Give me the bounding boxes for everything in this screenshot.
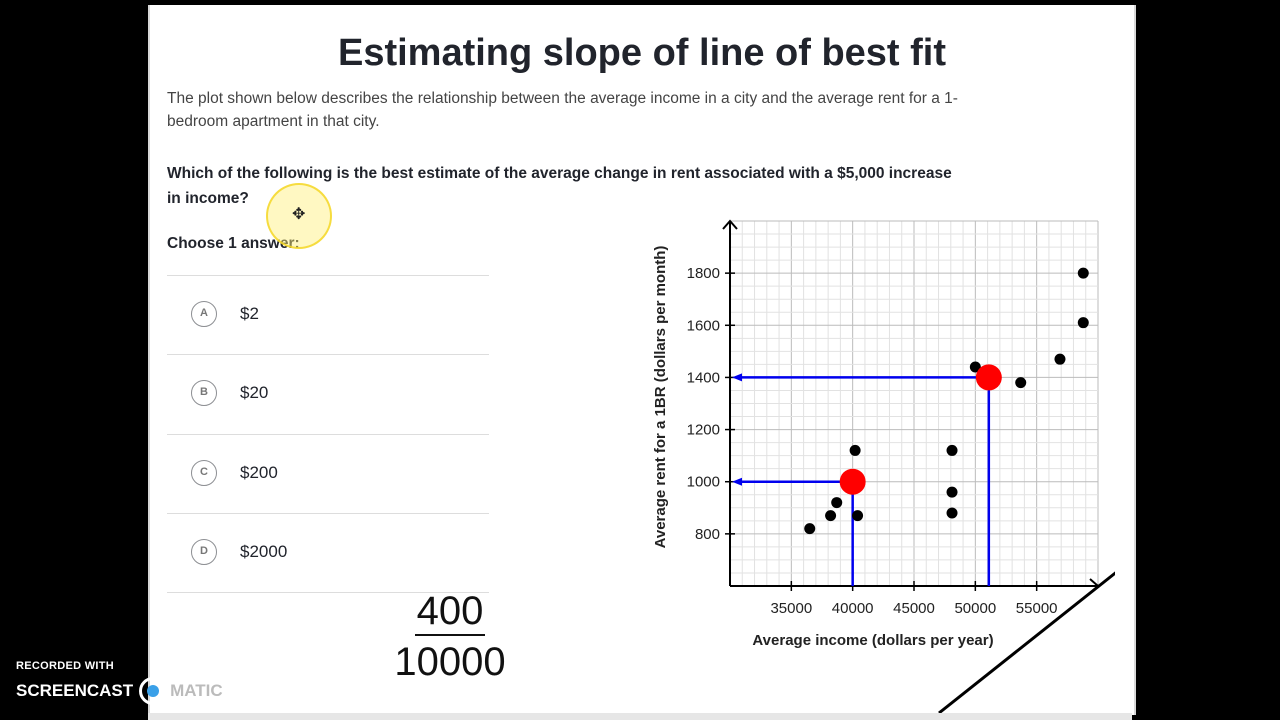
chart-ticks: 35000 40000 45000 50000 55000 800 1000 1200 1400…: [687, 265, 1058, 617]
x-tick-label: 35000: [770, 600, 812, 617]
choice-letter[interactable]: B: [191, 380, 217, 406]
data-point: [804, 523, 816, 535]
y-axis-arrow-icon: [722, 219, 738, 230]
guide-arrow-icon: [732, 373, 742, 382]
x-tick-label: 40000: [832, 600, 874, 617]
screencast-watermark: RECORDED WITH SCREENCAST MATIC: [16, 660, 223, 705]
y-tick-label: 1800: [687, 265, 720, 282]
choice-label: $20: [240, 383, 269, 402]
data-point: [1077, 267, 1089, 279]
choice-d[interactable]: D $2000: [167, 513, 489, 593]
recorded-with-label: RECORDED WITH: [16, 660, 115, 672]
x-tick-label: 55000: [1016, 600, 1058, 617]
chart-grid: [729, 220, 1099, 587]
data-point: [849, 444, 861, 456]
data-point: [1077, 317, 1089, 329]
choice-letter[interactable]: D: [191, 539, 217, 565]
problem-description: The plot shown below describes the relat…: [167, 90, 958, 130]
highlighted-point: [975, 364, 1002, 391]
data-points: [804, 267, 1089, 535]
data-point: [852, 510, 864, 522]
screencast-label: SCREENCAST: [16, 681, 134, 700]
move-cursor-icon: ✥: [292, 206, 306, 223]
data-point: [946, 486, 958, 498]
screencast-brand: SCREENCAST MATIC: [16, 677, 223, 705]
choice-label: $200: [240, 463, 278, 482]
y-tick-label: 1400: [687, 369, 720, 386]
x-axis-label: Average income (dollars per year): [752, 632, 993, 649]
handwritten-fraction: 400 10000: [390, 588, 510, 688]
data-point: [946, 444, 958, 456]
guide-arrow-icon: [732, 477, 742, 486]
question-text: Which of the following is the best estim…: [167, 165, 952, 207]
taskbar: [148, 713, 1132, 720]
choice-label: $2: [240, 304, 259, 323]
data-point: [831, 497, 843, 509]
choice-letter[interactable]: A: [191, 301, 217, 327]
y-tick-label: 1200: [687, 422, 720, 439]
choice-b[interactable]: B $20: [167, 354, 489, 433]
matic-label: MATIC: [170, 681, 223, 700]
choice-label: $2000: [240, 542, 288, 561]
drawn-diagonal-line: [938, 571, 1115, 713]
y-tick-label: 1600: [687, 317, 720, 334]
choice-c[interactable]: C $200: [167, 434, 489, 513]
data-point: [969, 361, 981, 373]
data-point: [946, 507, 958, 519]
y-axis-label: Average rent for a 1BR (dollars per mont…: [652, 246, 669, 549]
choice-a[interactable]: A $2: [167, 275, 489, 354]
fraction-denominator: 10000: [394, 640, 506, 684]
cursor-highlight: [266, 183, 332, 249]
y-tick-label: 1000: [687, 474, 720, 491]
choose-label: Choose 1 answer:: [167, 235, 300, 252]
data-point: [1054, 353, 1066, 365]
choice-letter[interactable]: C: [191, 460, 217, 486]
x-tick-label: 50000: [954, 600, 996, 617]
guide-lines: [732, 373, 991, 586]
scatter-plot: 35000 40000 45000 50000 55000 800 1000 1200 1400…: [652, 219, 1115, 713]
data-point: [1015, 377, 1027, 389]
x-tick-label: 45000: [893, 600, 935, 617]
page-title: Estimating slope of line of best fit: [337, 32, 947, 74]
screencast-logo-icon: [139, 677, 168, 705]
fraction-numerator: 400: [414, 588, 486, 636]
problem-page: Estimating slope of line of best fit The…: [148, 5, 1136, 715]
data-point: [825, 510, 837, 522]
highlighted-point: [839, 468, 866, 495]
y-tick-label: 800: [695, 526, 720, 543]
